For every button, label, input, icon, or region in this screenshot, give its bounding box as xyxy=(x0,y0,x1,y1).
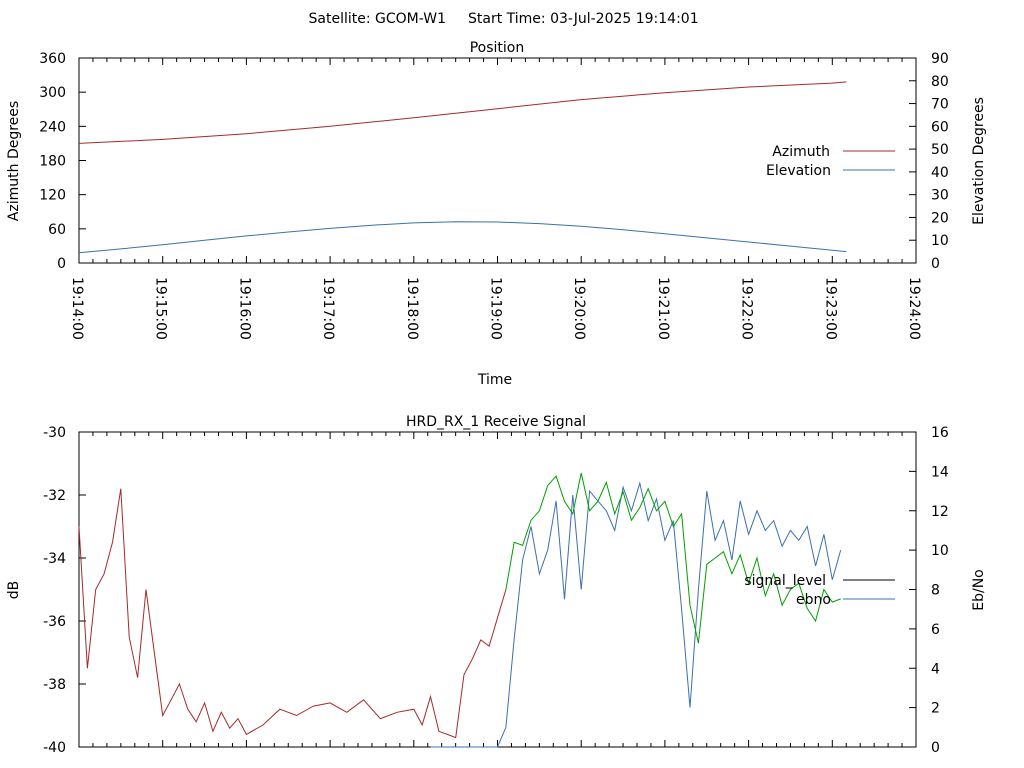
signal-ylabel: dB xyxy=(6,581,22,600)
signal-x-ticks xyxy=(78,432,917,747)
legend-signal-level-label: signal_level xyxy=(744,573,826,589)
signal-level-low-line xyxy=(78,488,507,739)
position-y2-ticks: 0 10 20 30 40 50 60 70 80 90 xyxy=(909,51,949,272)
satellite-label: Satellite: GCOM-W1 xyxy=(309,11,446,27)
position-series xyxy=(78,81,847,254)
ebno-series-line xyxy=(430,481,842,748)
position-y-tick-label: 120 xyxy=(39,188,66,204)
position-y-tick-label: 180 xyxy=(39,154,66,170)
signal-series xyxy=(78,472,842,748)
position-y-tick-label: 0 xyxy=(57,256,66,272)
legend-elevation-label: Elevation xyxy=(766,163,831,179)
signal-y-tick-label: -40 xyxy=(43,740,66,756)
position-x-ticks: 19:14:00 19:15:00 19:16:00 19:17:00 19:18:00… xyxy=(69,58,922,340)
signal-y-tick-label: -30 xyxy=(43,425,66,441)
position-x-tick-label: 19:14:00 xyxy=(69,277,85,340)
position-y2label: Elevation Degrees xyxy=(971,97,987,225)
position-x-tick-label: 19:18:00 xyxy=(404,277,420,340)
position-x-tick-label: 19:21:00 xyxy=(655,277,671,340)
position-x-tick-label: 19:15:00 xyxy=(153,277,169,340)
signal-level-high-line xyxy=(505,472,841,644)
position-y-ticks: 0 60 120 180 240 300 360 xyxy=(39,51,86,272)
signal-y2-tick-label: 8 xyxy=(931,583,940,599)
signal-y2-tick-label: 6 xyxy=(931,622,940,638)
signal-y-tick-label: -32 xyxy=(43,488,66,504)
position-chart: Position 0 60 120 180 240 300 360 0 10 20 30 40 50 6… xyxy=(6,40,987,388)
signal-y2-ticks: 0 2 4 6 8 10 12 14 16 xyxy=(909,425,949,756)
position-y2-tick-label: 60 xyxy=(931,119,949,135)
position-x-tick-label: 19:22:00 xyxy=(739,277,755,340)
azimuth-series-line xyxy=(78,81,847,144)
position-xlabel: Time xyxy=(477,372,512,388)
position-ylabel: Azimuth Degrees xyxy=(6,101,22,221)
position-x-tick-label: 19:16:00 xyxy=(236,277,252,340)
signal-y2label: Eb/No xyxy=(971,569,987,611)
position-y2-tick-label: 30 xyxy=(931,188,949,204)
position-y-tick-label: 360 xyxy=(39,51,66,67)
position-x-tick-label: 19:20:00 xyxy=(571,277,587,340)
position-y2-tick-label: 90 xyxy=(931,51,949,67)
signal-y2-tick-label: 12 xyxy=(931,504,949,520)
position-x-tick-label: 19:17:00 xyxy=(320,277,336,340)
receive-signal-chart: HRD_RX_1 Receive Signal -40-38-36-34-32-… xyxy=(6,414,987,756)
legend-azimuth-label: Azimuth xyxy=(772,144,830,160)
position-y2-tick-label: 50 xyxy=(931,142,949,158)
position-y2-tick-label: 20 xyxy=(931,210,949,226)
position-plot-frame xyxy=(78,57,917,264)
position-y2-tick-label: 0 xyxy=(931,256,940,272)
signal-y2-tick-label: 14 xyxy=(931,464,949,480)
signal-y-tick-label: -38 xyxy=(43,677,66,693)
position-y-tick-label: 240 xyxy=(39,119,66,135)
signal-y-tick-label: -34 xyxy=(43,551,66,567)
signal-legend: signal_level ebno xyxy=(744,573,895,608)
signal-y-ticks: -40 -38 -36 -34 -32 -30 xyxy=(43,425,86,756)
signal-y2-tick-label: 4 xyxy=(931,661,940,677)
position-y2-tick-label: 70 xyxy=(931,97,949,113)
signal-title: HRD_RX_1 Receive Signal xyxy=(406,414,586,430)
legend-ebno-label: ebno xyxy=(796,592,831,608)
signal-y-tick-label: -36 xyxy=(43,614,66,630)
position-legend: Azimuth Elevation xyxy=(766,144,895,179)
position-x-tick-label: 19:24:00 xyxy=(906,277,922,340)
position-y2-tick-label: 80 xyxy=(931,74,949,90)
signal-y2-tick-label: 16 xyxy=(931,425,949,441)
position-y2-tick-label: 10 xyxy=(931,233,949,249)
elevation-series-line xyxy=(78,221,847,254)
position-title: Position xyxy=(470,40,525,56)
signal-y2-tick-label: 10 xyxy=(931,543,949,559)
position-y2-tick-label: 40 xyxy=(931,165,949,181)
start-time-label: Start Time: 03-Jul-2025 19:14:01 xyxy=(468,11,699,27)
position-y-tick-label: 300 xyxy=(39,85,66,101)
position-x-tick-label: 19:19:00 xyxy=(488,277,504,340)
signal-y2-tick-label: 2 xyxy=(931,701,940,717)
position-x-tick-label: 19:23:00 xyxy=(822,277,838,340)
position-y-tick-label: 60 xyxy=(48,222,66,238)
signal-y2-tick-label: 0 xyxy=(931,740,940,756)
